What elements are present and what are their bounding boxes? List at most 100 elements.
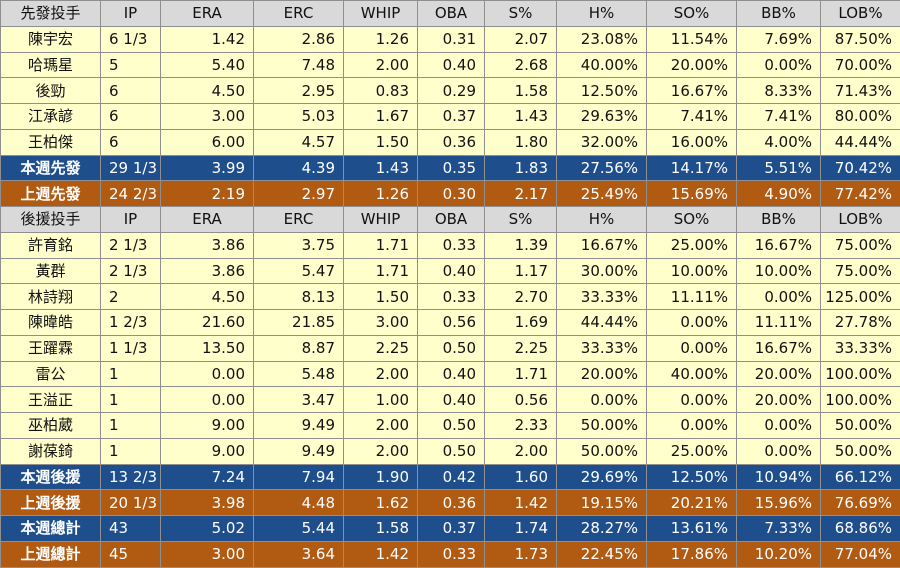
column-header: H% bbox=[557, 207, 647, 233]
stat-cell: 12.50% bbox=[647, 464, 737, 490]
stat-cell: 1.43 bbox=[344, 155, 418, 181]
stat-cell: 32.00% bbox=[557, 129, 647, 155]
column-header: S% bbox=[485, 207, 557, 233]
stat-cell: 2 1/3 bbox=[101, 232, 161, 258]
pitcher-name-cell: 巫柏葳 bbox=[1, 413, 101, 439]
stat-cell: 4.57 bbox=[254, 129, 344, 155]
column-header: S% bbox=[485, 1, 557, 27]
stat-cell: 1 2/3 bbox=[101, 310, 161, 336]
pitcher-name-cell: 雷公 bbox=[1, 361, 101, 387]
stat-cell: 125.00% bbox=[821, 284, 900, 310]
stat-cell: 1.58 bbox=[344, 516, 418, 542]
column-header: WHIP bbox=[344, 1, 418, 27]
stat-cell: 0.00% bbox=[647, 335, 737, 361]
stat-cell: 1.74 bbox=[485, 516, 557, 542]
stat-cell: 77.04% bbox=[821, 541, 900, 567]
stat-cell: 11.54% bbox=[647, 26, 737, 52]
stat-cell: 0.40 bbox=[418, 258, 485, 284]
stat-cell: 6 bbox=[101, 104, 161, 130]
column-header: BB% bbox=[737, 207, 821, 233]
stat-cell: 1.62 bbox=[344, 490, 418, 516]
column-header: LOB% bbox=[821, 207, 900, 233]
stat-cell: 0.00% bbox=[737, 413, 821, 439]
stat-cell: 0.00% bbox=[647, 310, 737, 336]
stat-cell: 20.21% bbox=[647, 490, 737, 516]
pitcher-name-cell: 上週先發 bbox=[1, 181, 101, 207]
stat-cell: 45 bbox=[101, 541, 161, 567]
stat-cell: 4.50 bbox=[161, 78, 254, 104]
stat-cell: 70.42% bbox=[821, 155, 900, 181]
stat-cell: 2.00 bbox=[344, 413, 418, 439]
stat-cell: 27.78% bbox=[821, 310, 900, 336]
stat-cell: 2.97 bbox=[254, 181, 344, 207]
column-header: SO% bbox=[647, 1, 737, 27]
stat-cell: 4.90% bbox=[737, 181, 821, 207]
stat-cell: 1.39 bbox=[485, 232, 557, 258]
column-header: OBA bbox=[418, 207, 485, 233]
stat-cell: 0.00% bbox=[647, 387, 737, 413]
stat-cell: 2.25 bbox=[485, 335, 557, 361]
stat-cell: 0.40 bbox=[418, 361, 485, 387]
column-header: ERA bbox=[161, 207, 254, 233]
stat-cell: 1.73 bbox=[485, 541, 557, 567]
pitcher-name-cell: 上週總計 bbox=[1, 541, 101, 567]
stat-cell: 33.33% bbox=[557, 284, 647, 310]
stat-cell: 7.94 bbox=[254, 464, 344, 490]
stat-cell: 19.15% bbox=[557, 490, 647, 516]
stat-cell: 2.86 bbox=[254, 26, 344, 52]
pitcher-name-cell: 王柏傑 bbox=[1, 129, 101, 155]
stat-cell: 1 bbox=[101, 361, 161, 387]
stat-cell: 1.42 bbox=[161, 26, 254, 52]
stat-cell: 5.02 bbox=[161, 516, 254, 542]
stat-cell: 0.29 bbox=[418, 78, 485, 104]
pitcher-name-cell: 王躍霖 bbox=[1, 335, 101, 361]
stat-cell: 7.33% bbox=[737, 516, 821, 542]
stat-cell: 3.86 bbox=[161, 232, 254, 258]
stat-cell: 23.08% bbox=[557, 26, 647, 52]
stat-cell: 3.75 bbox=[254, 232, 344, 258]
pitcher-name-cell: 江承諺 bbox=[1, 104, 101, 130]
stat-cell: 20.00% bbox=[737, 387, 821, 413]
stat-cell: 66.12% bbox=[821, 464, 900, 490]
stat-cell: 75.00% bbox=[821, 258, 900, 284]
stat-cell: 8.87 bbox=[254, 335, 344, 361]
stat-cell: 1.83 bbox=[485, 155, 557, 181]
stat-cell: 2.68 bbox=[485, 52, 557, 78]
stat-cell: 16.67% bbox=[737, 232, 821, 258]
stat-cell: 50.00% bbox=[821, 438, 900, 464]
stat-cell: 1.90 bbox=[344, 464, 418, 490]
stat-cell: 5 bbox=[101, 52, 161, 78]
stat-cell: 1.58 bbox=[485, 78, 557, 104]
stat-cell: 2.00 bbox=[344, 361, 418, 387]
stat-cell: 30.00% bbox=[557, 258, 647, 284]
stat-cell: 3.98 bbox=[161, 490, 254, 516]
stat-cell: 33.33% bbox=[557, 335, 647, 361]
stat-cell: 2.19 bbox=[161, 181, 254, 207]
column-header: SO% bbox=[647, 207, 737, 233]
stat-cell: 1.17 bbox=[485, 258, 557, 284]
stat-cell: 25.00% bbox=[647, 438, 737, 464]
stat-cell: 27.56% bbox=[557, 155, 647, 181]
stat-cell: 4.48 bbox=[254, 490, 344, 516]
stat-cell: 0.00 bbox=[161, 361, 254, 387]
column-header: ERC bbox=[254, 1, 344, 27]
stat-cell: 0.00% bbox=[647, 413, 737, 439]
stat-cell: 0.36 bbox=[418, 490, 485, 516]
stat-cell: 25.49% bbox=[557, 181, 647, 207]
stat-cell: 29 1/3 bbox=[101, 155, 161, 181]
stat-cell: 7.41% bbox=[737, 104, 821, 130]
stat-cell: 7.48 bbox=[254, 52, 344, 78]
stat-cell: 40.00% bbox=[557, 52, 647, 78]
stat-cell: 11.11% bbox=[647, 284, 737, 310]
stat-cell: 2.00 bbox=[344, 438, 418, 464]
stat-cell: 2.25 bbox=[344, 335, 418, 361]
stat-cell: 1.26 bbox=[344, 181, 418, 207]
stat-cell: 5.51% bbox=[737, 155, 821, 181]
